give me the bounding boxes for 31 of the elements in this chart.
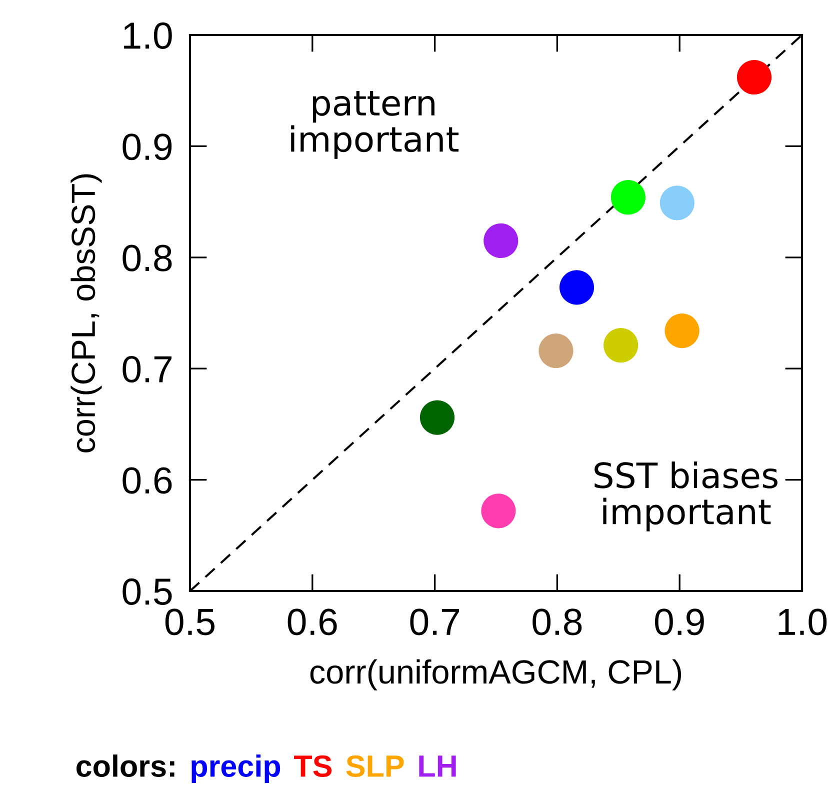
text: colors:	[76, 754, 174, 777]
point	[420, 400, 455, 435]
text: SLP	[346, 755, 404, 777]
point	[736, 60, 772, 95]
point	[559, 270, 594, 305]
y-tick-label: 0.6	[122, 467, 172, 494]
x-tick-label: 0.8	[532, 608, 582, 636]
x-tick-label: 1.0	[778, 608, 827, 636]
text: LH	[419, 756, 456, 777]
x-tick-label: 0.5	[165, 608, 214, 636]
y-axis-title: corr(CPL, obsSST)	[70, 174, 102, 452]
x-axis-title: corr(uniformAGCM, CPL)	[310, 659, 681, 690]
annotation: pattern important	[291, 91, 459, 159]
point	[604, 328, 638, 363]
y-tick-label: 0.5	[122, 578, 172, 605]
x-tick-label: 0.7	[410, 608, 459, 636]
point	[538, 334, 574, 368]
x-tick-label: 0.9	[655, 608, 704, 636]
point	[660, 186, 694, 220]
x-tick-label: 0.6	[288, 608, 337, 636]
point	[664, 314, 700, 348]
point	[481, 494, 516, 528]
text: TS	[294, 755, 332, 777]
point	[610, 180, 646, 215]
y-tick-label: 0.8	[122, 244, 172, 272]
y-tick-label: 0.9	[122, 134, 172, 160]
annotation: SST biases important	[594, 462, 778, 532]
y-tick-label: 1.0	[124, 22, 172, 49]
point	[484, 223, 518, 258]
y-tick-label: 0.7	[122, 356, 172, 383]
text: precip	[192, 754, 280, 784]
